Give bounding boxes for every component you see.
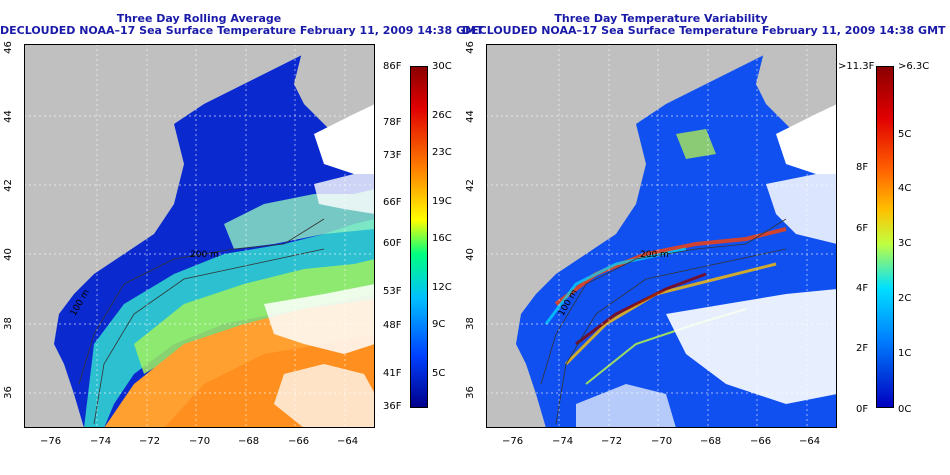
right-ytick-38: 38 (464, 317, 476, 330)
left-cb-c-9: 9C (432, 319, 446, 330)
right-colorbar (876, 66, 894, 408)
left-cb-f-66: 66F (383, 197, 402, 208)
left-ytick-38: 38 (2, 317, 14, 330)
right-xtick-4: −70 (651, 436, 673, 447)
left-cb-c-12: 12C (432, 282, 452, 293)
left-cb-f-60: 60F (383, 238, 402, 249)
left-ytick-42: 42 (2, 179, 14, 192)
right-cb-c-max: >6.3C (898, 61, 930, 72)
left-cb-c-16: 16C (432, 233, 452, 244)
right-cb-f-8: 8F (856, 162, 869, 173)
right-title-line1: Three Day Temperature Variability (554, 12, 768, 25)
right-xtick-7: −64 (799, 436, 821, 447)
left-xtick-4: −70 (189, 436, 211, 447)
right-contour-200m: 200 m (640, 250, 669, 260)
left-ytick-46: 46 (2, 41, 14, 54)
left-cb-f-86: 86F (383, 61, 402, 72)
left-sst-map (24, 44, 375, 428)
right-xtick-5: −68 (700, 436, 722, 447)
left-contour-200m: 200 m (190, 250, 219, 260)
left-cb-f-41: 41F (383, 368, 402, 379)
right-xtick-1: −76 (502, 436, 524, 447)
right-cb-f-4: 4F (856, 283, 869, 294)
left-cb-c-5: 5C (432, 368, 446, 379)
left-cb-c-26: 26C (432, 110, 452, 121)
right-cb-c-3: 3C (898, 238, 912, 249)
left-cb-c-30: 30C (432, 61, 452, 72)
left-xtick-2: −74 (90, 436, 112, 447)
right-ytick-44: 44 (464, 110, 476, 123)
right-cb-c-1: 1C (898, 348, 912, 359)
right-cb-c-0: 0C (898, 404, 912, 415)
right-title-line2: DECLOUDED NOAA–17 Sea Surface Temperatur… (462, 24, 946, 37)
left-xtick-1: −76 (40, 436, 62, 447)
left-colorbar (410, 66, 428, 408)
left-xtick-5: −68 (238, 436, 260, 447)
right-cb-c-2: 2C (898, 293, 912, 304)
right-xtick-3: −72 (601, 436, 623, 447)
left-title-line1: Three Day Rolling Average (116, 12, 282, 25)
right-ytick-42: 42 (464, 179, 476, 192)
right-xtick-2: −74 (552, 436, 574, 447)
left-cb-f-53: 53F (383, 286, 402, 297)
left-ytick-40: 40 (2, 248, 14, 261)
right-ytick-46: 46 (464, 41, 476, 54)
right-cb-f-0: 0F (856, 404, 869, 415)
left-xtick-3: −72 (139, 436, 161, 447)
right-ytick-36: 36 (464, 386, 476, 399)
left-cb-f-36: 36F (383, 401, 402, 412)
left-cb-f-48: 48F (383, 320, 402, 331)
right-cb-f-6: 6F (856, 223, 869, 234)
right-cb-c-4: 4C (898, 183, 912, 194)
right-variability-map (486, 44, 837, 428)
left-cb-c-19: 19C (432, 196, 452, 207)
left-cb-f-78: 78F (383, 117, 402, 128)
left-ytick-44: 44 (2, 110, 14, 123)
right-cb-c-5: 5C (898, 129, 912, 140)
right-cb-f-2: 2F (856, 343, 869, 354)
left-xtick-6: −66 (288, 436, 310, 447)
right-xtick-6: −66 (750, 436, 772, 447)
left-title-line2: DECLOUDED NOAA–17 Sea Surface Temperatur… (0, 24, 484, 37)
left-cb-f-73: 73F (383, 150, 402, 161)
right-ytick-40: 40 (464, 248, 476, 261)
left-xtick-7: −64 (337, 436, 359, 447)
left-ytick-36: 36 (2, 386, 14, 399)
right-cb-f-max: >11.3F (838, 61, 875, 72)
left-cb-c-23: 23C (432, 147, 452, 158)
